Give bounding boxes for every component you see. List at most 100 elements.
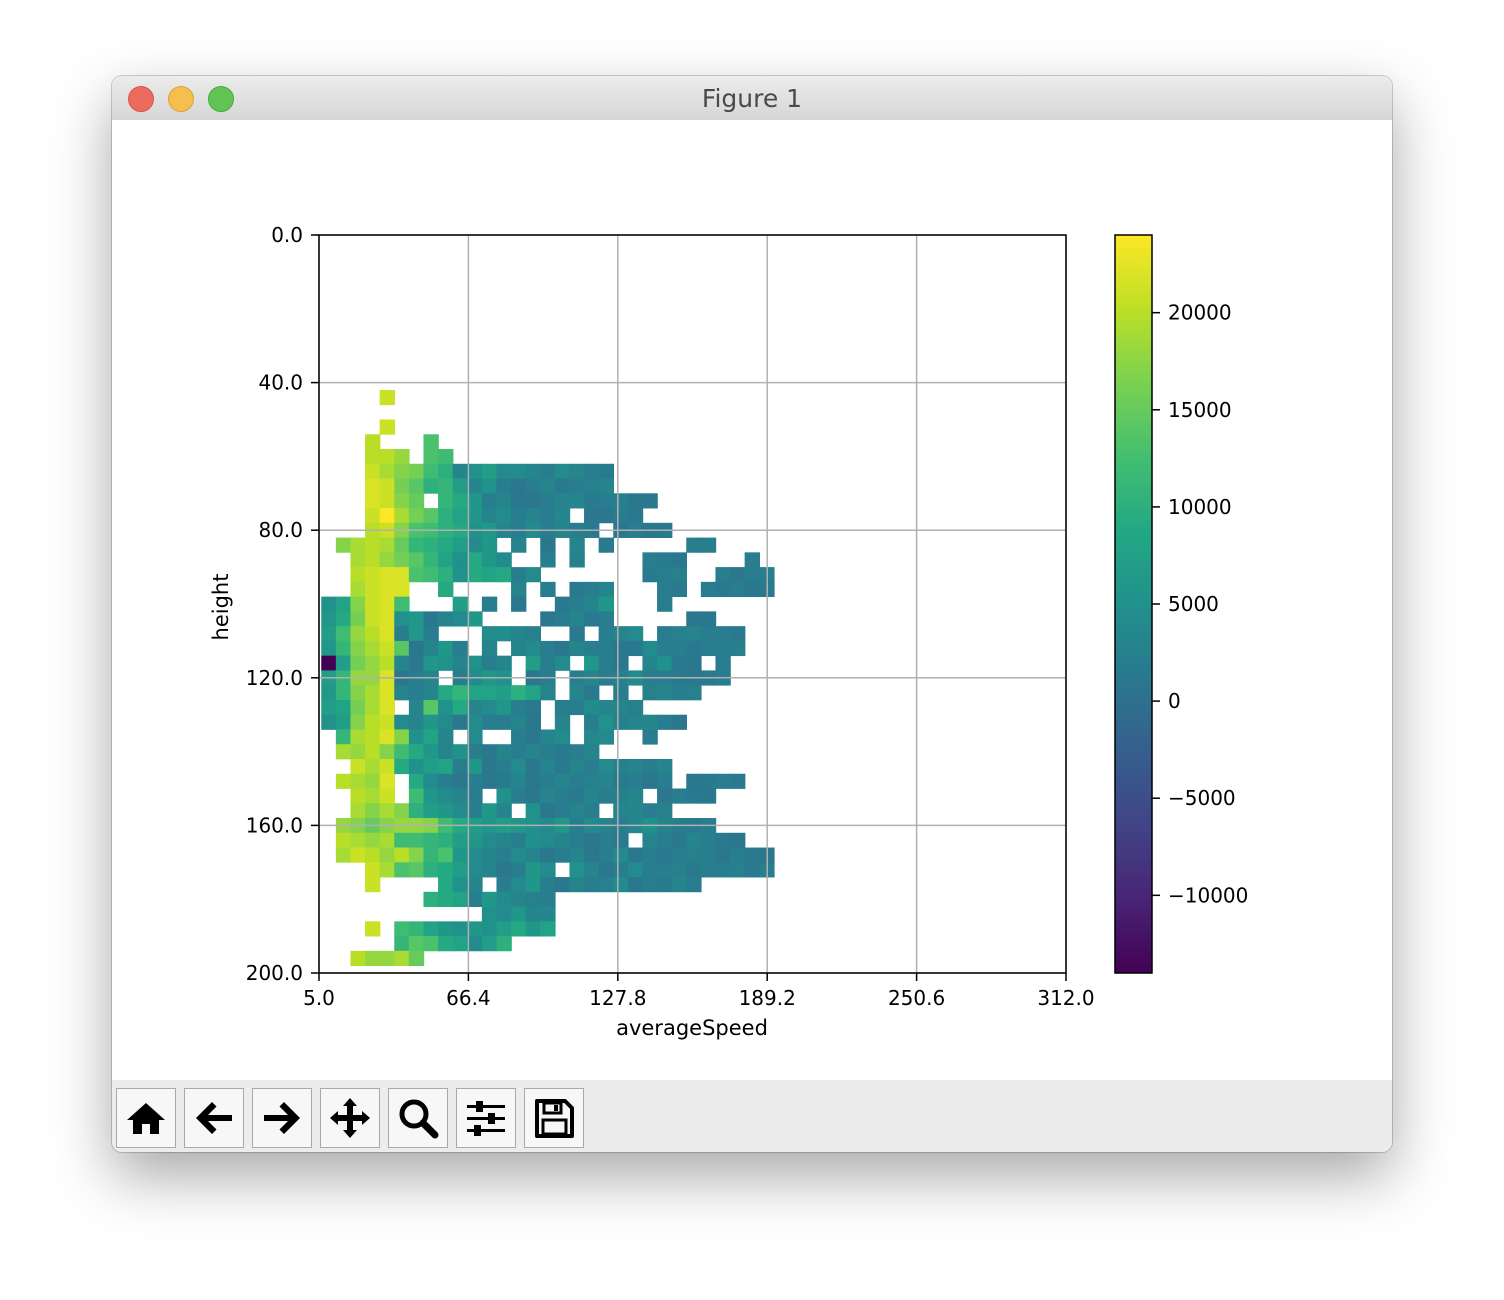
heatmap-cell [554, 832, 571, 848]
heatmap-cell [642, 655, 658, 671]
heatmap-cell [584, 596, 600, 612]
heatmap-cell [408, 950, 425, 967]
heatmap-cell [423, 626, 439, 642]
heatmap-cell [394, 832, 410, 848]
heatmap-cell [671, 788, 687, 804]
heatmap-cell [408, 832, 425, 848]
heatmap-cell [511, 862, 527, 878]
pan-button[interactable] [320, 1088, 380, 1148]
heatmap-cell [467, 493, 483, 509]
heatmap-cell [350, 714, 366, 730]
heatmap-cell [584, 685, 600, 701]
heatmap-cell [642, 832, 658, 848]
heatmap-cell [467, 832, 483, 848]
heatmap-cell [423, 891, 439, 907]
heatmap-cell [408, 493, 425, 509]
heatmap-cell [525, 729, 541, 745]
heatmap-cell [627, 847, 644, 863]
heatmap-cell [379, 862, 395, 878]
heatmap-cell [598, 478, 614, 494]
heatmap-cell [394, 714, 410, 730]
heatmap-cell [481, 758, 498, 775]
x-axis-label: averageSpeed [616, 1016, 768, 1040]
heatmap-cell [540, 508, 556, 524]
window-title: Figure 1 [701, 84, 803, 113]
heatmap-cell [671, 655, 687, 671]
colorbar-tick-label: 15000 [1168, 398, 1232, 422]
heatmap-cell [379, 596, 395, 612]
heatmap-cell [554, 596, 571, 612]
close-window-button[interactable] [128, 86, 154, 112]
heatmap-cell [350, 552, 366, 568]
heatmap-cell [496, 626, 512, 642]
heatmap-cell [365, 832, 381, 848]
heatmap-cell [379, 832, 395, 848]
heatmap-cell [408, 478, 425, 494]
heatmap-cell [423, 685, 439, 701]
heatmap-cell [569, 626, 585, 642]
heatmap-cell [452, 567, 468, 583]
heatmap-cell [379, 655, 395, 671]
heatmap-cell [686, 877, 702, 893]
heatmap-cell [525, 906, 541, 922]
heatmap-cell [598, 847, 614, 863]
figure-canvas[interactable]: 5.0 66.4 127.8 189.2 250.6 312.0 0.0 40.0 80.0 1… [112, 120, 1392, 1080]
back-button[interactable] [184, 1088, 244, 1148]
heatmap-cell [715, 567, 731, 583]
heatmap-cell [525, 508, 541, 524]
heatmap-cell [452, 463, 468, 479]
heatmap-cell [511, 773, 527, 789]
heatmap-cell [481, 478, 498, 494]
heatmap-cell [671, 832, 687, 848]
heatmap-cell [379, 847, 395, 863]
heatmap-cell [438, 537, 454, 553]
heatmap-cell [438, 862, 454, 878]
maximize-window-button[interactable] [208, 86, 234, 112]
home-button[interactable] [116, 1088, 176, 1148]
heatmap-cell [657, 758, 673, 775]
heatmap-cell [598, 463, 614, 479]
heatmap-cell [511, 714, 527, 730]
heatmap-cell [423, 803, 439, 819]
heatmap-cell [438, 611, 454, 627]
heatmap-cell [686, 655, 702, 671]
configure-subplots-button[interactable] [456, 1088, 516, 1148]
heatmap-cell [657, 685, 673, 701]
heatmap-cell [627, 877, 644, 893]
heatmap-chart: 5.0 66.4 127.8 189.2 250.6 312.0 0.0 40.0 80.0 1… [209, 223, 1248, 1040]
x-tick-label: 66.4 [446, 986, 491, 1010]
heatmap-cell [569, 773, 585, 789]
heatmap-cell [671, 640, 687, 657]
heatmap-cell [394, 803, 410, 819]
heatmap-cell [511, 581, 527, 598]
heatmap-cell [700, 581, 717, 598]
heatmap-cell [350, 567, 366, 583]
heatmap-cell [671, 581, 687, 598]
heatmap-cell [452, 788, 468, 804]
heatmap-cell [379, 493, 395, 509]
heatmap-cell [467, 714, 483, 730]
heatmap-cell [715, 862, 731, 878]
home-icon [127, 1103, 165, 1134]
heatmap-cell [423, 714, 439, 730]
heatmap-cell [569, 862, 585, 878]
heatmap-cell [554, 714, 571, 730]
heatmap-cell [365, 862, 381, 878]
heatmap-cell [511, 729, 527, 745]
heatmap-cell [365, 640, 381, 657]
heatmap-cell [657, 788, 673, 804]
forward-button[interactable] [252, 1088, 312, 1148]
heatmap-cell [408, 699, 425, 716]
heatmap-cell [452, 862, 468, 878]
heatmap-cell [481, 847, 498, 863]
heatmap-cell [394, 921, 410, 937]
minimize-window-button[interactable] [168, 86, 194, 112]
zoom-button[interactable] [388, 1088, 448, 1148]
heatmap-cell [423, 434, 439, 450]
heatmap-cell [408, 847, 425, 863]
heatmap-cell [584, 847, 600, 863]
heatmap-cell [365, 699, 381, 716]
sliders-icon [467, 1101, 505, 1136]
heatmap-cell [423, 537, 439, 553]
save-button[interactable] [524, 1088, 584, 1148]
